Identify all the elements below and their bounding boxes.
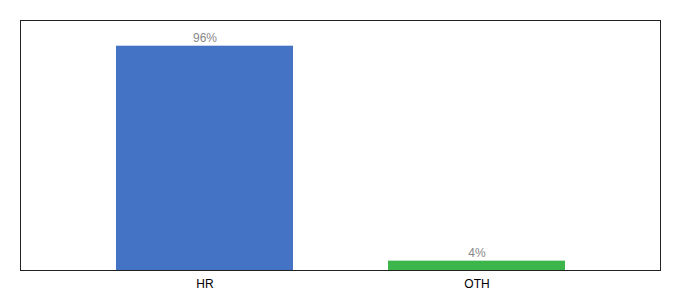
svg-text:HR: HR	[196, 277, 214, 291]
svg-text:96%: 96%	[193, 31, 217, 45]
svg-text:4%: 4%	[468, 246, 486, 260]
svg-text:OTH: OTH	[464, 277, 489, 291]
